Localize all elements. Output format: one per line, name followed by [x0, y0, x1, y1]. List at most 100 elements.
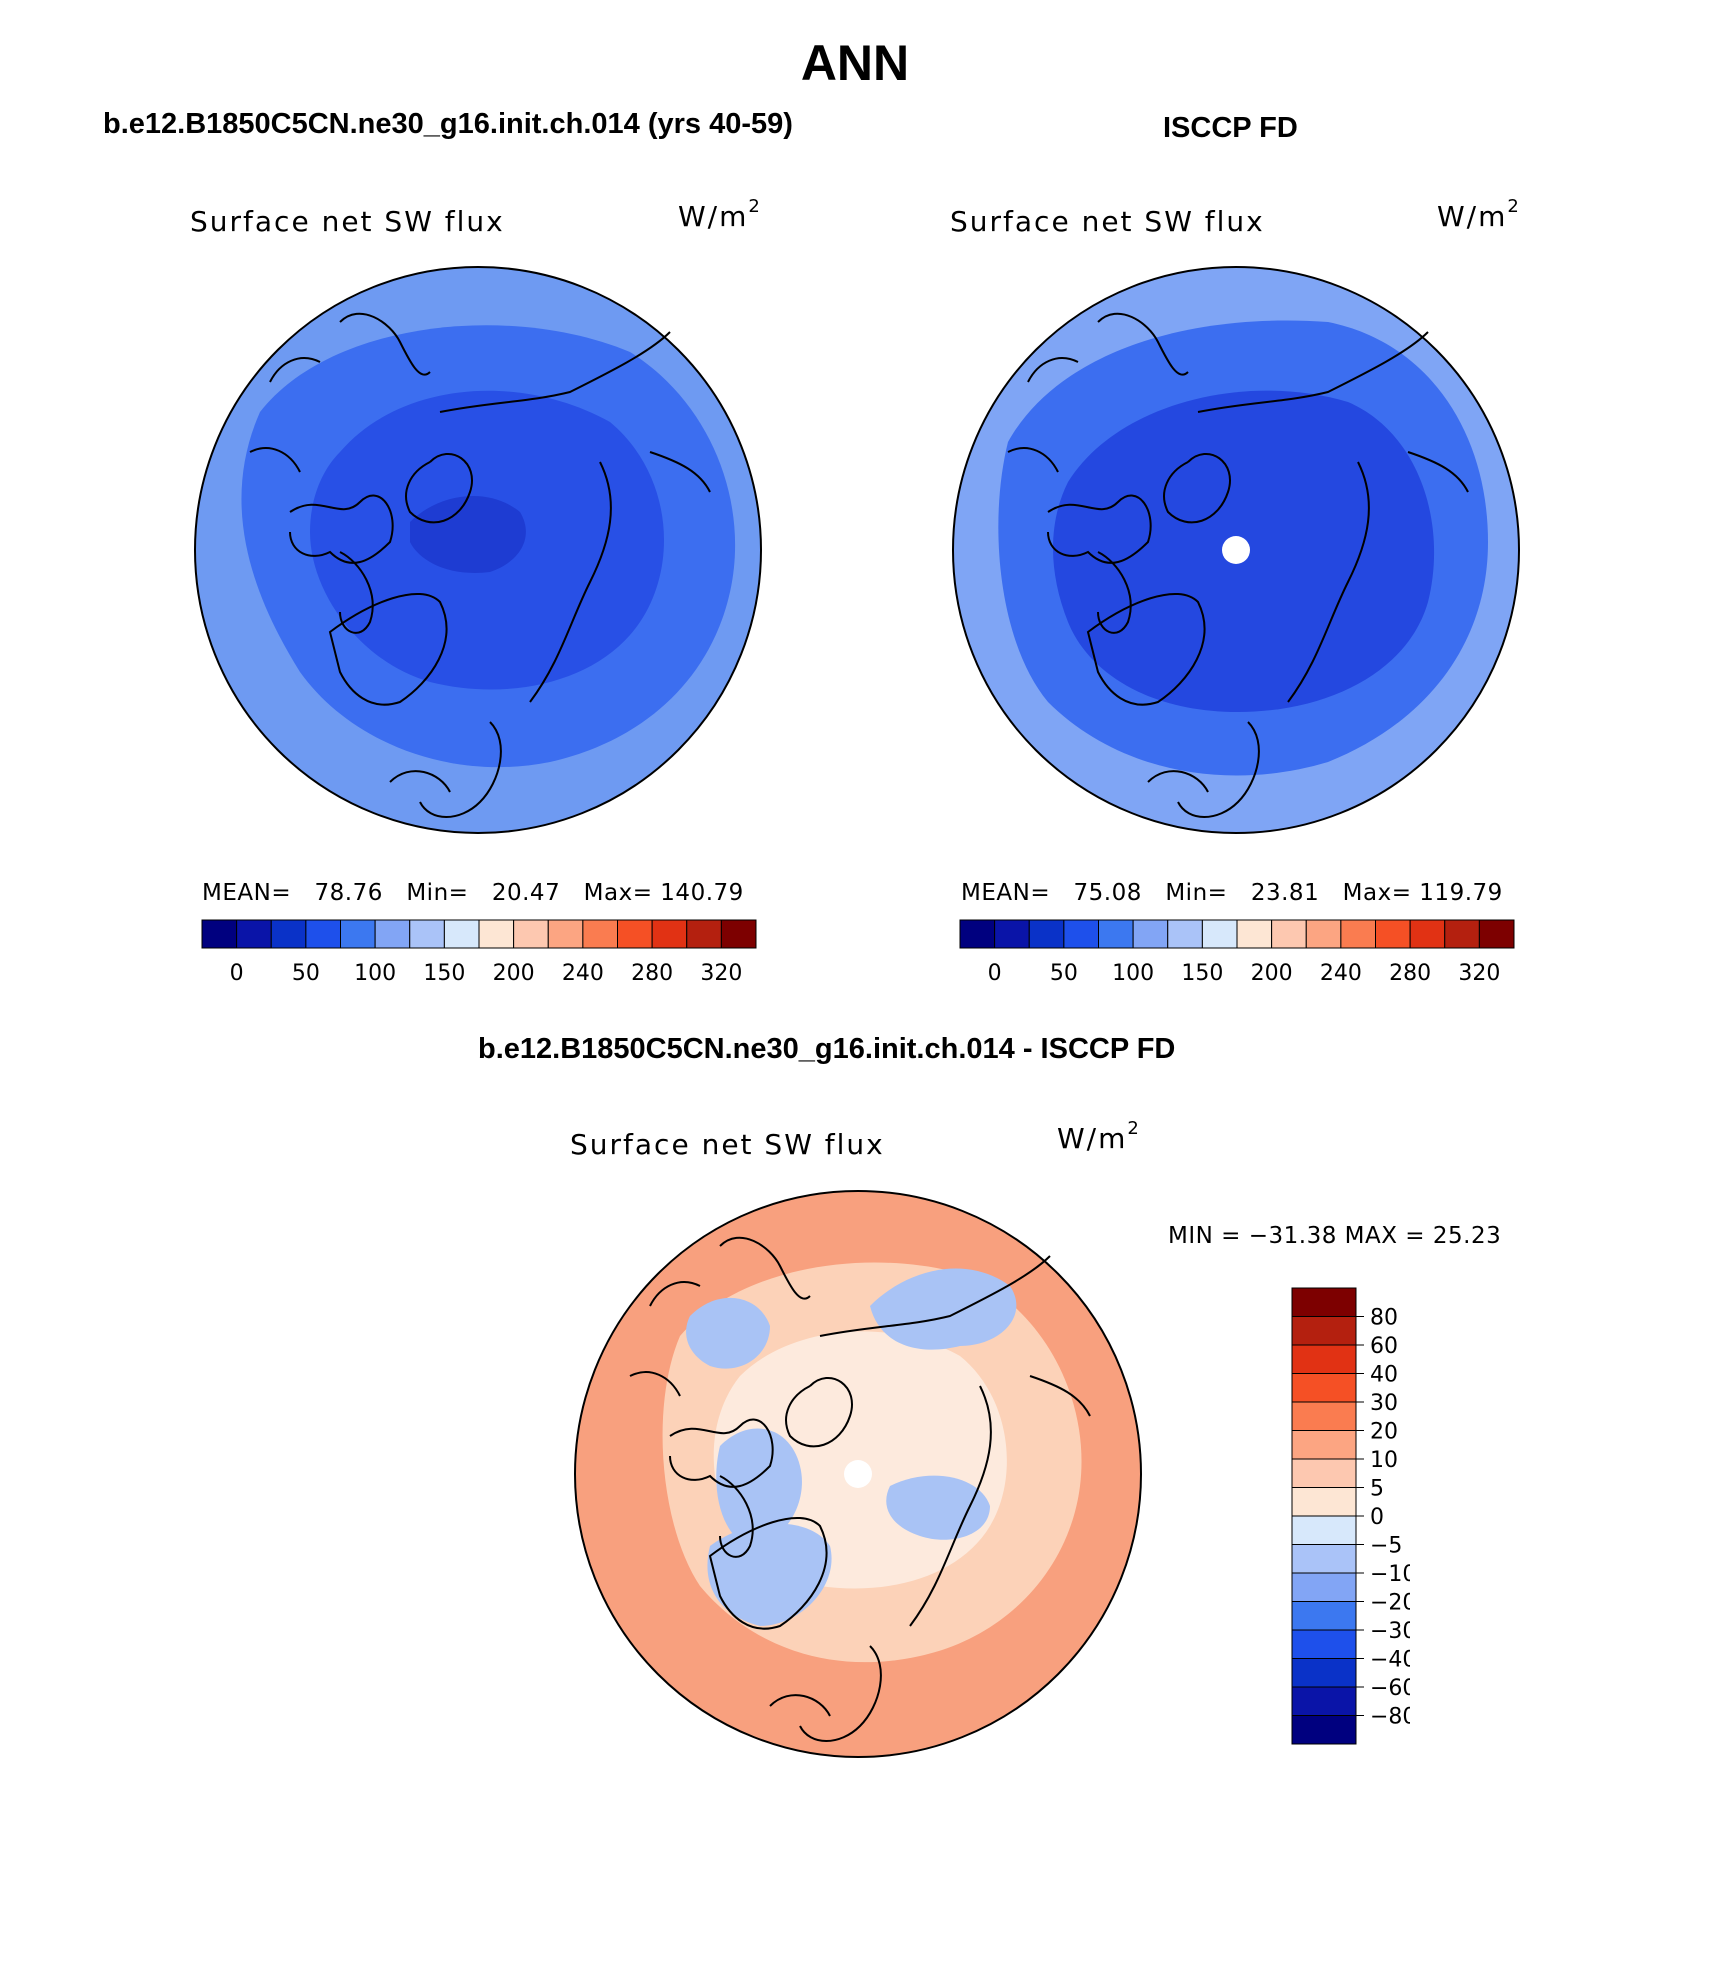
diff-colorbar-swatch: [1291, 1458, 1357, 1488]
model-colorbar-tick-label: 0: [230, 961, 244, 986]
diff-colorbar-tick-label: 10: [1370, 1448, 1398, 1473]
obs-coastlines: [1007, 312, 1469, 818]
diff-colorbar-tick-label: −30: [1370, 1619, 1410, 1644]
model-colorbar-swatch: [236, 919, 272, 949]
diff-missing-pole-marker: [844, 1460, 872, 1488]
diff-colorbar-tick-label: −10: [1370, 1562, 1410, 1587]
obs-panel-header: ISCCP FD: [1163, 112, 1298, 144]
diff-colorbar-tick-label: 20: [1370, 1420, 1398, 1445]
obs-missing-pole-marker: [1222, 536, 1250, 564]
obs-colorbar-tick-label: 320: [1458, 961, 1500, 986]
diff-coastlines: [629, 1236, 1091, 1742]
obs-colorbar-swatch: [1478, 919, 1515, 949]
obs-colorbar-swatch: [1409, 919, 1446, 949]
obs-colorbar-tick-label: 0: [988, 961, 1002, 986]
diff-colorbar-tick-label: −80: [1370, 1705, 1410, 1730]
diff-colorbar-swatch: [1291, 1487, 1357, 1517]
obs-colorbar-swatch: [1444, 919, 1480, 949]
model-colorbar-tick-label: 50: [292, 961, 320, 986]
model-colorbar-swatch: [409, 919, 445, 949]
obs-colorbar-swatch: [1063, 919, 1099, 949]
model-variable-label: Surface net SW flux: [190, 205, 505, 238]
obs-colorbar-swatch: [959, 919, 996, 949]
model-colorbar-tick-label: 240: [562, 961, 604, 986]
diff-colorbar-tick-label: 60: [1370, 1334, 1398, 1359]
diff-panel-header: b.e12.B1850C5CN.ne30_g16.init.ch.014 - I…: [478, 1033, 1176, 1065]
diff-colorbar: 80 60 40 30 20 10 5 0 −5 −10 −20 −30 −40 −60 −80: [1291, 1287, 1410, 1745]
obs-colorbar: 0 50 100 150 200 240 280 320: [959, 919, 1515, 986]
diff-colorbar-tick-label: 30: [1370, 1391, 1398, 1416]
model-colorbar-tick-label: 100: [354, 961, 396, 986]
obs-colorbar-swatch: [1098, 919, 1134, 949]
model-map-boundary: [194, 266, 762, 834]
obs-colorbar-swatch: [1132, 919, 1169, 949]
diff-colorbar-swatch: [1291, 1572, 1357, 1602]
diff-colorbar-tick-label: 80: [1370, 1306, 1398, 1331]
model-colorbar-swatch: [582, 919, 618, 949]
model-colorbar-swatch: [686, 919, 722, 949]
diff-colorbar-swatch: [1291, 1715, 1357, 1745]
diff-colorbar-swatch: [1291, 1544, 1357, 1574]
diff-colorbar-swatch: [1291, 1601, 1357, 1631]
diff-colorbar-swatch: [1291, 1316, 1357, 1346]
diff-colorbar-swatch: [1291, 1430, 1357, 1460]
model-stats-line: MEAN= 78.76 Min= 20.47 Max= 140.79: [202, 880, 744, 906]
diff-colorbar-swatch: [1291, 1658, 1357, 1688]
model-colorbar-swatch: [617, 919, 653, 949]
diff-colorbar-tick-label: 5: [1370, 1477, 1384, 1502]
obs-colorbar-swatch: [1236, 919, 1273, 949]
obs-colorbar-swatch: [1375, 919, 1411, 949]
obs-stats-line: MEAN= 75.08 Min= 23.81 Max= 119.79: [961, 880, 1503, 906]
diff-stats-line: MIN = −31.38 MAX = 25.23: [1168, 1223, 1502, 1249]
model-colorbar-tick-label: 280: [631, 961, 673, 986]
obs-colorbar-tick-label: 280: [1389, 961, 1431, 986]
model-colorbar-swatch: [270, 919, 307, 949]
model-colorbar-tick-label: 320: [700, 961, 742, 986]
model-colorbar-tick-label: 150: [423, 961, 465, 986]
model-panel-header: b.e12.B1850C5CN.ne30_g16.init.ch.014 (yr…: [103, 108, 793, 140]
obs-variable-label: Surface net SW flux: [950, 205, 1265, 238]
diff-colorbar-tick-label: −60: [1370, 1676, 1410, 1701]
diff-colorbar-tick-label: −20: [1370, 1591, 1410, 1616]
model-colorbar-swatch: [720, 919, 757, 949]
diff-units-label: W/m2: [1057, 1118, 1141, 1155]
diff-colorbar-swatch: [1291, 1629, 1357, 1659]
diff-colorbar-swatch: [1291, 1686, 1357, 1716]
obs-colorbar-swatch: [1167, 919, 1203, 949]
obs-colorbar-swatch: [1028, 919, 1065, 949]
model-units-label: W/m2: [678, 196, 762, 233]
model-colorbar-swatch: [305, 919, 341, 949]
model-polar-map: [194, 266, 762, 834]
obs-colorbar-tick-label: 240: [1320, 961, 1362, 986]
model-colorbar-swatch: [651, 919, 688, 949]
model-colorbar-swatch: [201, 919, 238, 949]
diff-colorbar-swatch: [1291, 1401, 1357, 1431]
diff-colorbar-swatch: [1291, 1373, 1357, 1403]
model-colorbar-swatch: [478, 919, 515, 949]
diff-variable-label: Surface net SW flux: [570, 1128, 885, 1161]
obs-colorbar-tick-label: 50: [1050, 961, 1078, 986]
model-colorbar-swatch: [513, 919, 549, 949]
diff-colorbar-tick-label: −40: [1370, 1648, 1410, 1673]
diff-colorbar-swatch: [1291, 1287, 1357, 1317]
obs-colorbar-tick-label: 200: [1251, 961, 1293, 986]
diff-map-boundary: [574, 1190, 1142, 1758]
obs-polar-map: [952, 266, 1520, 834]
model-colorbar-swatch: [340, 919, 376, 949]
obs-units-label: W/m2: [1437, 196, 1521, 233]
obs-colorbar-tick-label: 100: [1112, 961, 1154, 986]
obs-colorbar-swatch: [994, 919, 1030, 949]
diff-colorbar-tick-label: 40: [1370, 1363, 1398, 1388]
figure-title: ANN: [800, 35, 910, 91]
model-colorbar-swatch: [443, 919, 480, 949]
model-colorbar-swatch: [374, 919, 411, 949]
diff-colorbar-swatch: [1291, 1515, 1357, 1545]
diff-colorbar-swatch: [1291, 1344, 1357, 1374]
diff-colorbar-tick-label: 0: [1370, 1505, 1384, 1530]
obs-colorbar-swatch: [1340, 919, 1376, 949]
obs-map-boundary: [952, 266, 1520, 834]
diff-colorbar-tick-label: −5: [1370, 1534, 1402, 1559]
obs-colorbar-swatch: [1305, 919, 1342, 949]
model-colorbar: 0 50 100 150 200 240 280 320: [201, 919, 757, 986]
model-colorbar-tick-label: 200: [493, 961, 535, 986]
